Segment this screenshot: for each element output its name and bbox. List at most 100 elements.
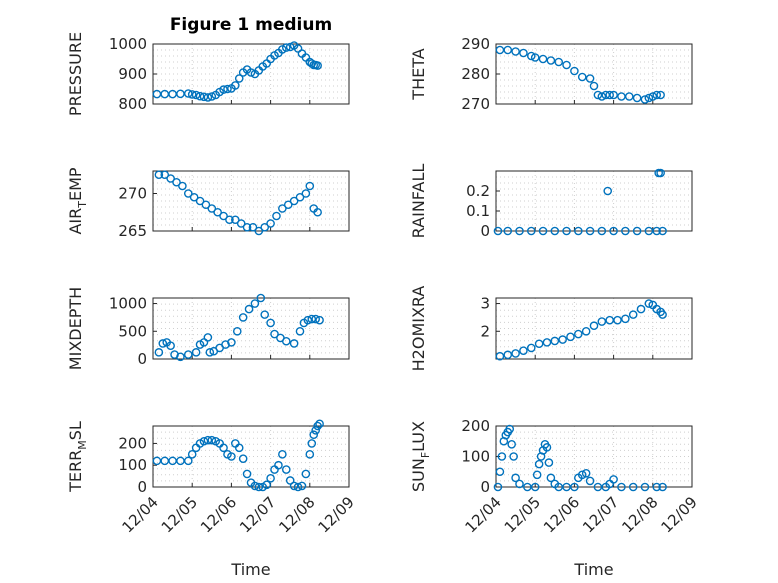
data-point [281, 465, 291, 474]
data-point [191, 443, 201, 453]
data-point [532, 470, 542, 480]
data-point [632, 93, 642, 103]
data-point [313, 207, 322, 217]
data-point [628, 482, 638, 492]
data-point [225, 215, 234, 225]
y-axis-label-subscript: M [76, 440, 89, 450]
data-point [219, 85, 228, 94]
data-point [652, 482, 662, 492]
data-point [207, 92, 217, 101]
data-point [577, 470, 587, 480]
data-point [597, 226, 607, 236]
data-point [187, 450, 197, 459]
data-point [542, 443, 552, 452]
data-point [617, 482, 626, 492]
subplot-h2omixra: 2 3 H2OMIXRA [409, 286, 693, 372]
data-point [313, 61, 322, 70]
x-tick-label: 12/09 [658, 493, 701, 536]
data-point [166, 341, 175, 350]
data-point [307, 439, 317, 448]
data-point [640, 482, 650, 492]
x-tick-label: 12/08 [275, 493, 318, 536]
y-axis-label: H2OMIXRA [409, 286, 428, 372]
data-point [574, 329, 583, 339]
data-point [305, 181, 315, 191]
data-point [577, 72, 587, 82]
data-point [231, 81, 240, 90]
data-point [658, 482, 667, 492]
data-point [246, 68, 256, 77]
y-tick-label: 0 [480, 222, 490, 240]
data-point [309, 430, 319, 440]
data-point [652, 90, 662, 100]
data-point [176, 89, 185, 99]
data-point [203, 435, 213, 445]
data-point [313, 421, 322, 431]
axes-box [152, 170, 350, 232]
x-tick-label: 12/07 [236, 493, 279, 536]
data-point [281, 336, 291, 346]
data-point [223, 84, 232, 94]
data-point [201, 200, 211, 210]
data-point [493, 226, 503, 236]
data-point [172, 177, 181, 187]
data-point [621, 226, 630, 236]
axes-box [495, 425, 693, 488]
x-tick-label: 12/07 [579, 493, 622, 536]
data-point [538, 226, 548, 236]
data-point [270, 329, 279, 339]
data-point [605, 315, 614, 325]
y-tick-label: 0 [137, 350, 147, 368]
y-axis-label-tail: EMP [66, 167, 85, 201]
data-point [260, 222, 270, 232]
data-point [183, 189, 193, 198]
data-point [301, 189, 311, 198]
data-point [168, 456, 177, 466]
y-tick-label: 0 [480, 478, 490, 496]
data-point [589, 81, 599, 91]
data-point [176, 352, 185, 362]
y-tick-label: 200 [461, 417, 490, 435]
data-point [285, 476, 295, 485]
y-tick-label: 200 [118, 434, 147, 452]
data-point [203, 333, 213, 342]
data-point [270, 465, 279, 474]
subplot-rainfall: 0 0.1 0.2 RAINFALL [409, 164, 693, 240]
data-point [503, 45, 513, 55]
data-point [242, 222, 252, 232]
x-tick-label: 12/05 [158, 493, 201, 536]
figure-title: Figure 1 medium [170, 15, 332, 35]
data-point [628, 310, 638, 319]
data-point [242, 469, 252, 479]
y-axis-label-main: SUN [409, 458, 428, 492]
y-axis-label: MIXDEPTH [66, 287, 85, 370]
data-point [262, 480, 271, 490]
data-point [570, 482, 579, 492]
data-point [303, 315, 313, 325]
data-point [166, 174, 175, 183]
subplot-theta: 270 280 290 THETA [409, 35, 693, 113]
data-point [266, 318, 275, 328]
data-point [274, 460, 283, 470]
data-point [160, 89, 170, 99]
data-point [603, 186, 613, 196]
data-point [511, 47, 520, 56]
data-point [278, 45, 287, 54]
data-point [244, 304, 254, 314]
y-tick-label: 100 [118, 456, 147, 474]
y-tick-label: 500 [118, 322, 147, 340]
y-axis-label: PRESSURE [66, 32, 85, 116]
data-point [232, 326, 242, 336]
x-tick-label: 12/04 [462, 493, 505, 536]
data-point [526, 343, 536, 353]
data-point [160, 456, 170, 466]
data-point [238, 313, 248, 322]
data-point [621, 314, 630, 324]
data-point [297, 481, 307, 491]
data-point [238, 454, 248, 463]
data-point [495, 45, 505, 55]
